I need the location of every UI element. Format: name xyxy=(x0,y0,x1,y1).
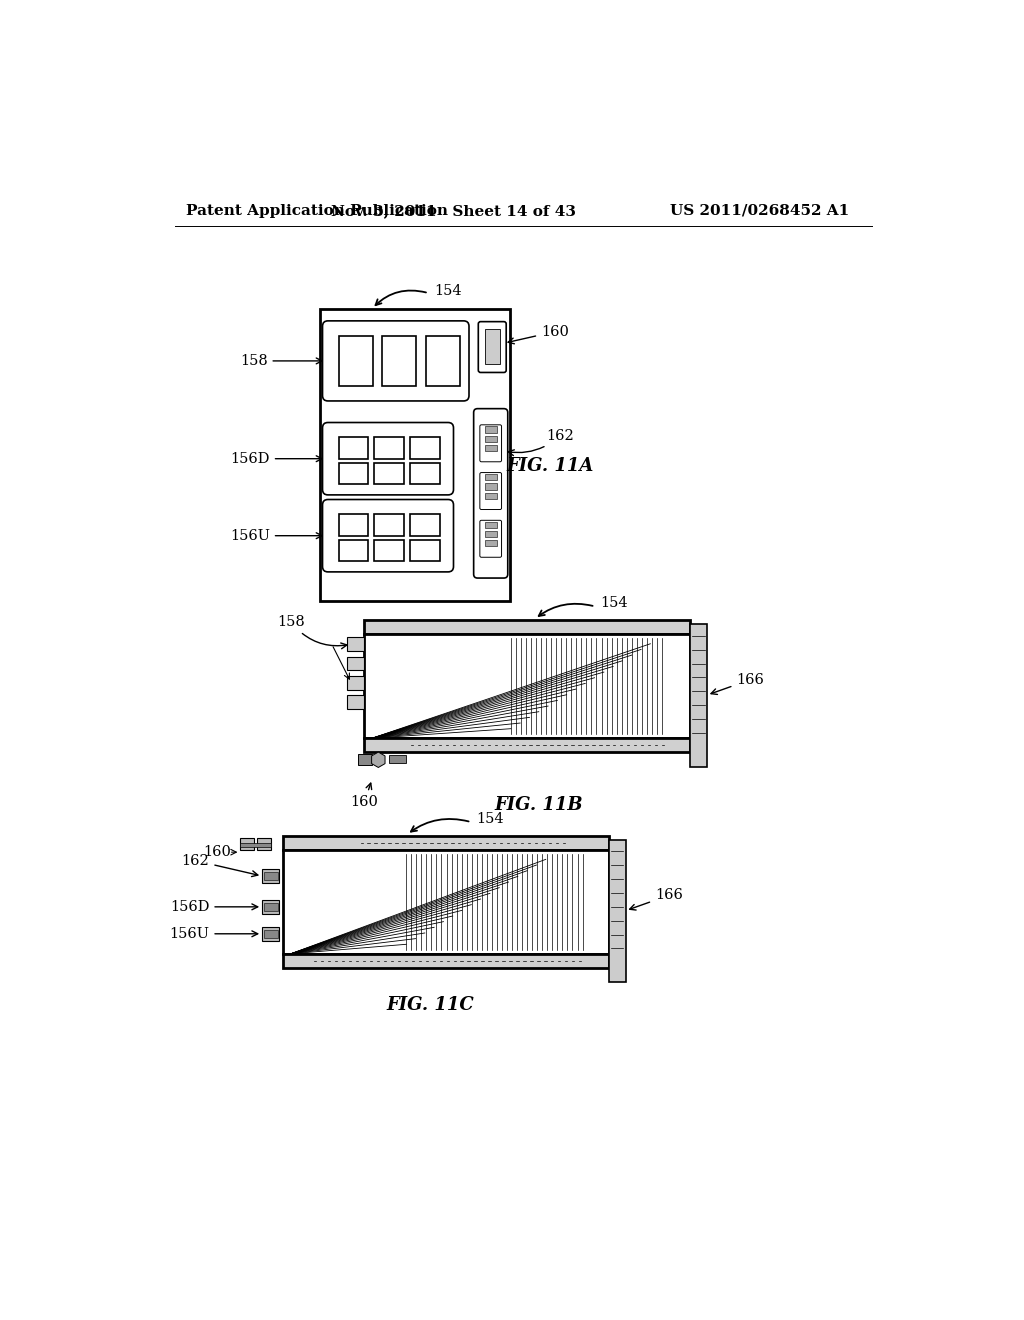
Bar xyxy=(484,329,500,364)
Text: 160: 160 xyxy=(508,325,569,343)
Bar xyxy=(358,754,372,766)
Text: 162: 162 xyxy=(508,429,574,455)
Text: FIG. 11C: FIG. 11C xyxy=(386,997,474,1014)
Bar xyxy=(382,335,417,387)
Bar xyxy=(410,515,439,536)
Polygon shape xyxy=(372,752,385,767)
FancyBboxPatch shape xyxy=(323,499,454,572)
Bar xyxy=(365,738,690,752)
Bar xyxy=(339,335,373,387)
FancyBboxPatch shape xyxy=(323,422,454,495)
Bar xyxy=(484,436,497,442)
Text: 158: 158 xyxy=(276,615,347,648)
Bar xyxy=(365,635,690,738)
Text: 162: 162 xyxy=(181,854,258,876)
Text: US 2011/0268452 A1: US 2011/0268452 A1 xyxy=(671,203,850,218)
Bar xyxy=(375,540,403,561)
FancyBboxPatch shape xyxy=(480,520,502,557)
Text: 154: 154 xyxy=(601,597,629,610)
Bar xyxy=(339,462,369,484)
Text: 166: 166 xyxy=(630,888,683,909)
Bar xyxy=(262,927,280,941)
Bar xyxy=(347,656,365,671)
Text: Patent Application Publication: Patent Application Publication xyxy=(186,203,449,218)
Text: 156D: 156D xyxy=(170,900,258,913)
Bar xyxy=(426,335,460,387)
Bar xyxy=(410,437,439,459)
FancyBboxPatch shape xyxy=(480,425,502,462)
Bar xyxy=(484,445,497,451)
Bar xyxy=(690,624,707,767)
Text: 158: 158 xyxy=(240,354,323,368)
Text: 156U: 156U xyxy=(169,927,258,941)
Bar xyxy=(410,540,439,561)
Text: FIG. 11A: FIG. 11A xyxy=(507,458,594,475)
Bar xyxy=(241,838,254,850)
FancyBboxPatch shape xyxy=(478,322,506,372)
Text: 156U: 156U xyxy=(229,529,323,543)
Text: 160: 160 xyxy=(203,845,231,859)
Bar xyxy=(375,437,403,459)
Bar xyxy=(484,474,497,480)
Bar xyxy=(321,309,510,601)
FancyBboxPatch shape xyxy=(480,473,502,510)
Text: Nov. 3, 2011   Sheet 14 of 43: Nov. 3, 2011 Sheet 14 of 43 xyxy=(331,203,575,218)
Bar xyxy=(347,676,365,689)
Bar xyxy=(484,492,497,499)
Text: 160: 160 xyxy=(350,783,378,809)
FancyBboxPatch shape xyxy=(474,409,508,578)
Bar xyxy=(389,755,407,763)
Bar xyxy=(484,521,497,528)
Bar xyxy=(375,462,403,484)
Bar xyxy=(347,696,365,709)
Bar xyxy=(484,483,497,490)
Bar xyxy=(262,869,280,883)
Bar xyxy=(257,838,271,850)
Text: 154: 154 xyxy=(477,812,505,826)
Bar xyxy=(263,873,278,880)
Bar xyxy=(263,929,278,937)
Bar xyxy=(283,850,608,954)
Bar xyxy=(484,540,497,546)
Bar xyxy=(262,900,280,913)
Bar xyxy=(375,515,403,536)
Text: 166: 166 xyxy=(711,673,764,694)
Bar xyxy=(241,843,271,847)
Bar xyxy=(365,620,690,635)
Bar xyxy=(347,638,365,651)
Bar xyxy=(263,903,278,911)
Bar xyxy=(283,954,608,968)
Bar xyxy=(283,836,608,850)
Bar xyxy=(339,437,369,459)
Bar xyxy=(484,426,497,433)
FancyBboxPatch shape xyxy=(323,321,469,401)
Bar xyxy=(410,462,439,484)
Bar xyxy=(339,540,369,561)
Bar xyxy=(608,840,626,982)
Bar xyxy=(339,515,369,536)
Text: 154: 154 xyxy=(434,284,462,298)
Text: FIG. 11B: FIG. 11B xyxy=(495,796,583,814)
Text: 156D: 156D xyxy=(230,451,323,466)
Bar xyxy=(484,531,497,537)
